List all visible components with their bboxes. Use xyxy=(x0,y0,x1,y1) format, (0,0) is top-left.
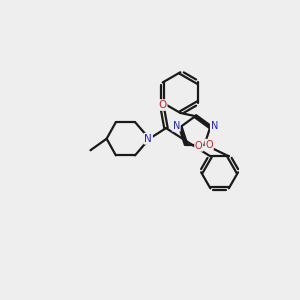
Text: O: O xyxy=(195,141,202,151)
Text: O: O xyxy=(206,140,213,150)
Text: N: N xyxy=(211,121,218,131)
Text: N: N xyxy=(172,121,180,131)
Text: N: N xyxy=(144,134,152,144)
Text: O: O xyxy=(158,100,167,110)
